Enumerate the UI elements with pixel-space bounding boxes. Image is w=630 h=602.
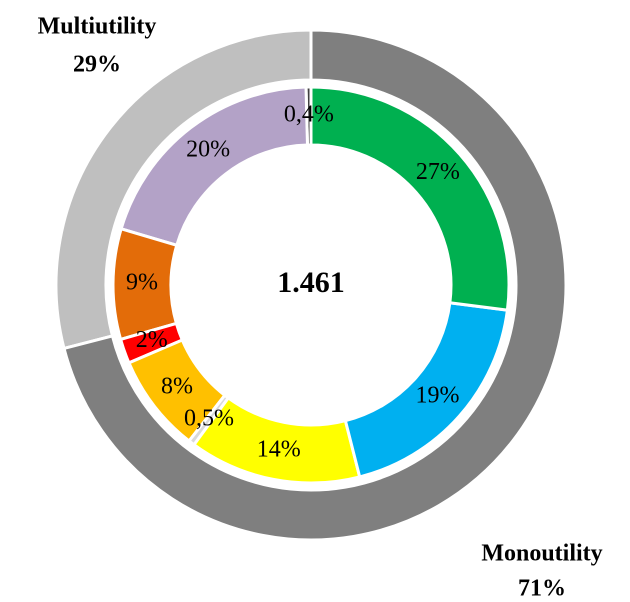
data-label: 8%: [161, 374, 193, 400]
data-label: 9%: [126, 270, 158, 296]
outer-label: Multiutility: [38, 14, 157, 40]
data-label: 0,4%: [284, 102, 334, 128]
outer-value-label: 71%: [518, 576, 566, 602]
outer-value-label: 29%: [73, 52, 121, 78]
data-label: 14%: [257, 436, 301, 462]
center-label: 1.461: [277, 266, 345, 299]
outer-label: Monoutility: [481, 541, 602, 567]
donut-segment: [343, 301, 510, 479]
data-label: 27%: [416, 159, 460, 185]
data-label: 0,5%: [184, 405, 234, 431]
donut-segment: [309, 85, 511, 312]
donut-segment: [119, 85, 310, 248]
data-label: 20%: [186, 136, 230, 162]
donut-segment: [191, 395, 362, 485]
donut-segment: [126, 338, 227, 444]
donut-segment: [62, 28, 568, 542]
donut-segment: [111, 226, 179, 342]
data-label: 19%: [416, 383, 460, 409]
data-label: 2%: [136, 327, 168, 353]
